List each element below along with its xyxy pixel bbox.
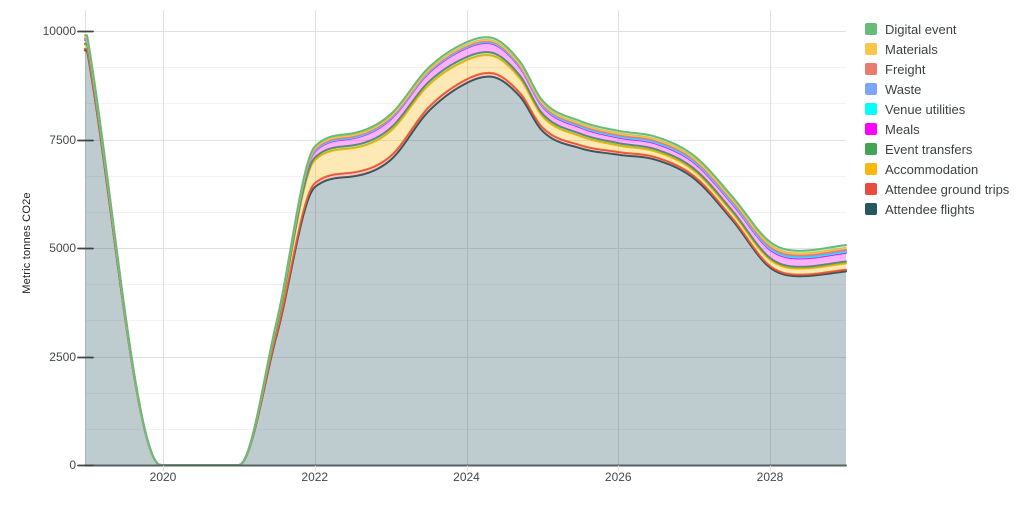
legend-item-freight: Freight	[865, 59, 1009, 79]
x-tick-label: 2028	[756, 470, 784, 484]
x-tick-label: 2020	[149, 470, 177, 484]
legend-label: Event transfers	[885, 141, 973, 157]
y-tick-label: 10000	[42, 24, 76, 38]
legend-item-waste: Waste	[865, 79, 1009, 99]
legend-label: Meals	[885, 121, 920, 137]
x-tick-label: 2026	[604, 470, 632, 484]
legend-item-digital-event: Digital event	[865, 19, 1009, 39]
y-axis-title: Metric tonnes CO2e	[21, 192, 33, 294]
legend-item-meals: Meals	[865, 119, 1009, 139]
legend-item-event-transfers: Event transfers	[865, 139, 1009, 159]
y-tick-label: 2500	[49, 349, 76, 364]
x-tick-label: 2024	[453, 470, 480, 484]
legend-swatch-venue-utilities	[865, 103, 877, 115]
legend-item-materials: Materials	[865, 39, 1009, 59]
legend-label: Materials	[885, 41, 938, 57]
legend-label: Attendee ground trips	[885, 181, 1010, 197]
legend-label: Venue utilities	[885, 101, 966, 117]
legend-swatch-event-transfers	[865, 143, 877, 155]
legend-item-accommodation: Accommodation	[865, 159, 1009, 179]
legend-item-attendee-ground-trips: Attendee ground trips	[865, 179, 1009, 199]
legend-label: Attendee flights	[885, 201, 975, 217]
legend-item-venue-utilities: Venue utilities	[865, 99, 1009, 119]
legend-swatch-freight	[865, 63, 877, 75]
legend-swatch-attendee-flights	[865, 203, 877, 215]
legend-swatch-digital-event	[865, 23, 877, 35]
y-tick-label: 0	[69, 458, 76, 472]
y-tick-label: 7500	[49, 132, 76, 147]
y-tick-label: 5000	[49, 241, 76, 255]
legend-label: Accommodation	[885, 161, 979, 177]
legend-swatch-waste	[865, 83, 877, 95]
legend-label: Freight	[885, 61, 926, 77]
chart-legend: Digital event Materials Freight Waste Venue …	[865, 19, 1009, 219]
legend-item-attendee-flights: Attendee flights	[865, 199, 1009, 219]
legend-swatch-meals	[865, 123, 877, 135]
legend-swatch-accommodation	[865, 163, 877, 175]
legend-swatch-attendee-ground-trips	[865, 183, 877, 195]
x-tick-label: 2022	[301, 470, 329, 484]
legend-label: Digital event	[885, 21, 957, 37]
legend-label: Waste	[885, 81, 922, 97]
legend-swatch-materials	[865, 43, 877, 55]
